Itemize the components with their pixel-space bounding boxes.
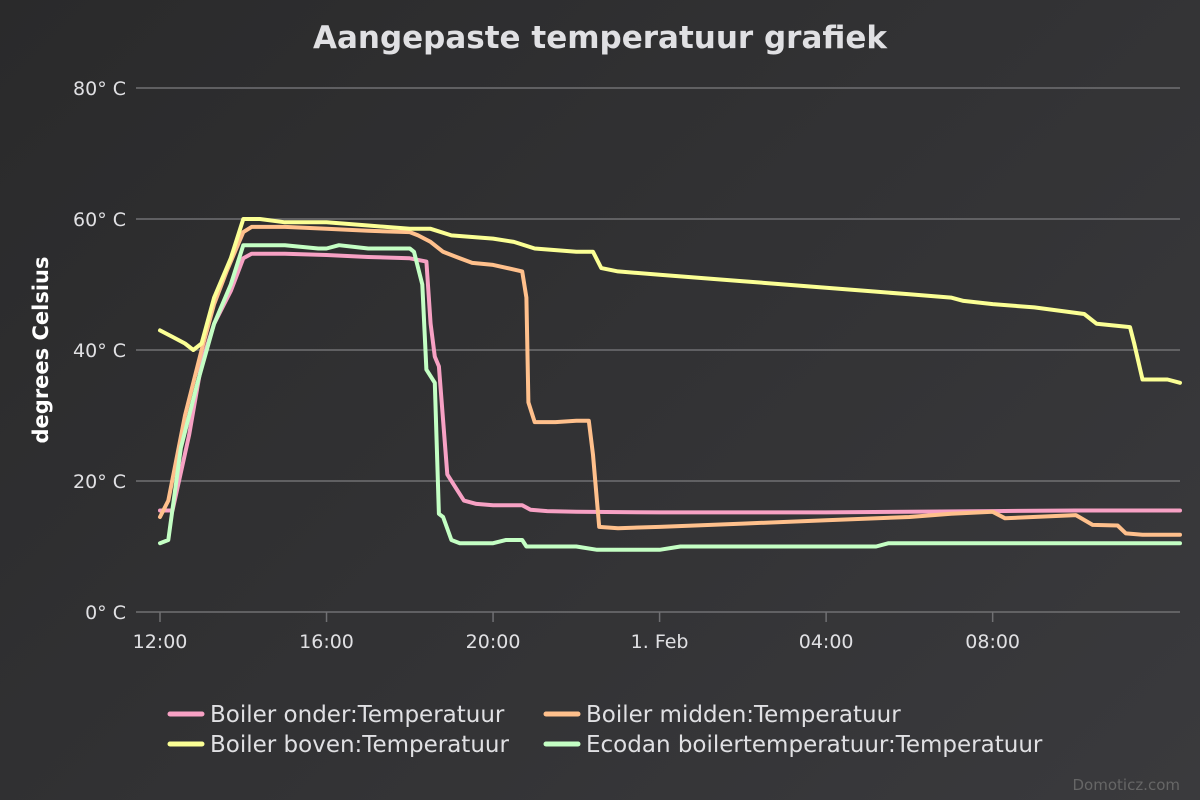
x-tick-label: 1. Feb xyxy=(631,631,689,653)
legend: Boiler onder:Temperatuur Boiler midden:Te… xyxy=(167,702,1043,758)
legend-label: Boiler midden:Temperatuur xyxy=(586,702,901,728)
legend-item[interactable]: Boiler onder:Temperatuur xyxy=(167,702,505,728)
x-tick-label: 16:00 xyxy=(299,631,354,653)
legend-label: Boiler boven:Temperatuur xyxy=(210,732,509,758)
x-tick-label: 04:00 xyxy=(799,631,854,653)
legend-label: Boiler onder:Temperatuur xyxy=(210,702,505,728)
y-tick-label: 20° C xyxy=(73,471,126,493)
legend-label: Ecodan boilertemperatuur:Temperatuur xyxy=(586,732,1043,758)
series-line-2[interactable] xyxy=(158,224,1182,537)
chart-title: Aangepaste temperatuur grafiek xyxy=(313,20,888,56)
y-tick-label: 80° C xyxy=(73,78,126,100)
grid-lines xyxy=(136,87,1180,613)
series-lines xyxy=(158,217,1182,552)
x-axis: 12:00 16:00 20:00 1. Feb 04:00 08:00 xyxy=(133,612,1020,653)
legend-item[interactable]: Boiler midden:Temperatuur xyxy=(543,702,901,728)
credits-link[interactable]: Domoticz.com xyxy=(1073,776,1181,794)
y-axis: 0° C 20° C 40° C 60° C 80° C xyxy=(73,78,126,624)
legend-item[interactable]: Boiler boven:Temperatuur xyxy=(167,732,509,758)
y-axis-title: degrees Celsius xyxy=(29,257,53,444)
series-line-4[interactable] xyxy=(158,243,1182,552)
series-line-3[interactable] xyxy=(158,217,1182,385)
x-tick-label: 20:00 xyxy=(466,631,521,653)
y-tick-label: 60° C xyxy=(73,209,126,231)
x-tick-label: 12:00 xyxy=(133,631,188,653)
series-line-1[interactable] xyxy=(158,251,1182,515)
y-tick-label: 0° C xyxy=(85,602,126,624)
x-tick-label: 08:00 xyxy=(965,631,1020,653)
y-tick-label: 40° C xyxy=(73,340,126,362)
legend-item[interactable]: Ecodan boilertemperatuur:Temperatuur xyxy=(543,732,1043,758)
